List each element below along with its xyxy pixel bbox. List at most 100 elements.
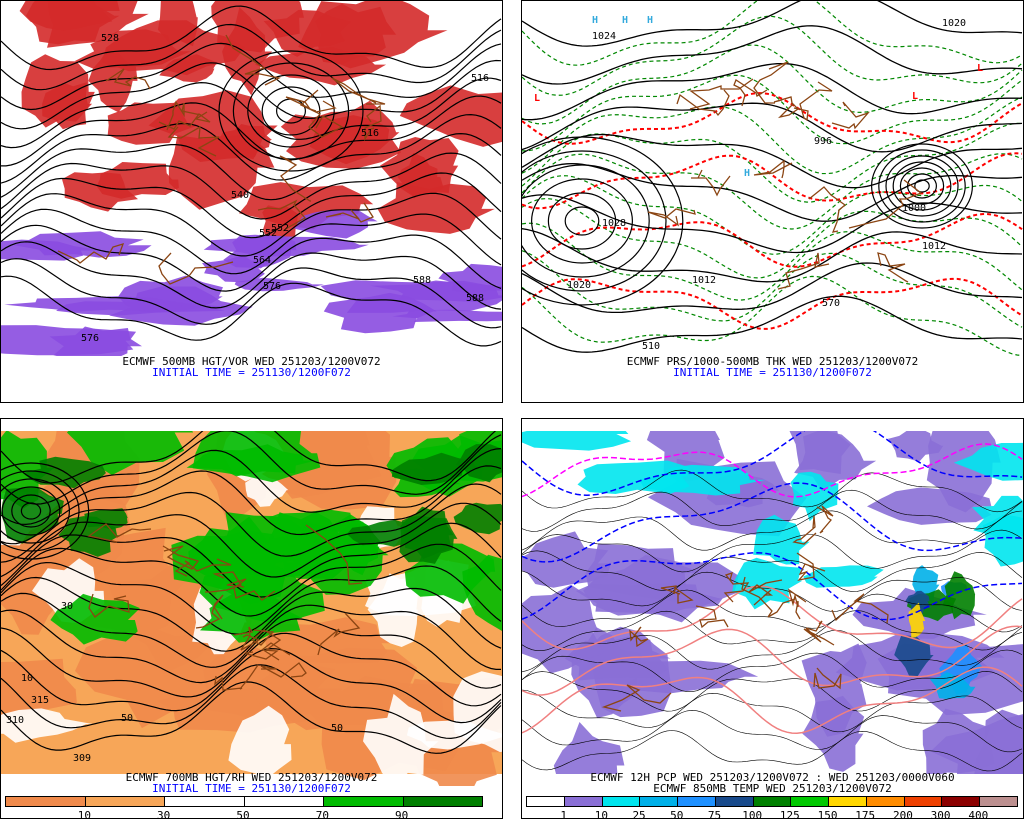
low-pressure-isobar [878,149,966,223]
height-contour [1,172,502,239]
isobar [522,102,1023,153]
height-low-contour [20,502,42,520]
contour-label: 30 [61,601,73,612]
temp-contour-cold [522,482,1023,563]
height-contour [1,627,502,707]
political-border [691,169,731,197]
contour-label: 996 [814,136,832,147]
high-pressure-center: H [647,15,653,26]
political-border [877,252,909,283]
contour-label: 510 [642,341,660,352]
political-border [214,664,259,691]
positive-vorticity-area [47,1,149,48]
colorbar-swatch [678,797,716,806]
isobar [522,25,1023,85]
political-border [364,104,382,142]
colorbar-tick-label: 150 [817,809,838,822]
caption-initial-time: INITIAL TIME = 251130/1200F072 [673,366,872,379]
mslp-contour [522,689,1023,733]
thickness-contour-cold [522,222,1023,301]
height-contour [1,132,502,201]
political-border [87,523,152,543]
political-border [205,571,242,593]
positive-vorticity-area [211,1,304,53]
colorbar-tick-label: 90 [395,809,409,822]
positive-vorticity-area [107,102,199,145]
colorbar-swatch [715,797,754,806]
height-contour [1,208,502,275]
colorbar-swatch [942,797,981,806]
colorbar-tick-label: 10 [77,809,91,822]
mid-rh-area [228,705,292,779]
contour-label: 552 [259,228,277,239]
political-border [260,662,307,678]
colorbar-swatch [791,797,830,806]
rh-colorbar-ticks: 10 30 50 70 90 [5,809,481,822]
thickness-contour-warm [522,277,1023,330]
political-border [158,252,234,285]
positive-vorticity-area [377,182,495,234]
high-pressure-isobar [547,192,617,250]
political-border [813,667,842,690]
political-border [647,208,696,227]
colorbar-tick-label: 100 [742,809,763,822]
low-pressure-center: L [977,63,983,74]
caption-title: ECMWF 700MB HGT/RH WED 251203/1200V072 [125,771,378,784]
colorbar-swatch [6,797,86,806]
colorbar-tick-label: 1 [560,809,567,822]
precip-area [753,514,810,565]
mid-rh-area [363,693,439,786]
contour-label: 588 [413,275,431,286]
political-border [723,571,750,603]
political-border [816,505,834,534]
colorbar-swatch [829,797,867,806]
height-contour [1,95,502,167]
negative-vorticity-area [4,296,183,312]
temp-contour-warm [522,666,1023,734]
precip-colorbar [526,796,1018,807]
isobar [522,62,1023,121]
height-low-contour [247,74,335,148]
heavy-precip-area [905,590,931,616]
political-border [317,612,361,656]
colorbar-tick-label: 50 [236,809,250,822]
map-background [522,1,1023,356]
isobar [522,1,1023,47]
political-border [695,605,729,629]
height-low-contour [1,470,80,552]
mslp-contour [522,489,1023,532]
caption-title: ECMWF PRS/1000-500MB THK WED 251203/1200… [626,355,919,368]
colorbar-swatch [980,797,1017,806]
mslp-contour [522,469,1023,513]
moist-area [462,554,502,632]
height-contour [1,431,502,505]
positive-vorticity-area [96,162,179,199]
thickness-contour-cold [522,197,1023,279]
political-border [629,626,649,648]
contour-label: 315 [31,695,49,706]
mslp-contour [522,550,1023,592]
caption-title: ECMWF 12H PCP WED 251203/1200V072 : WED … [590,771,955,784]
height-contour [1,483,502,563]
thickness-contour-cold [522,96,1023,175]
colorbar-swatch [527,797,565,806]
height-low-contour [11,494,51,528]
political-border [676,89,730,117]
height-low-contour [1,478,70,544]
political-border [753,61,789,104]
political-border [831,101,871,130]
political-border [105,68,151,90]
height-contour [1,77,502,149]
negative-vorticity-area [323,292,437,334]
precip-area [982,515,1023,567]
moist-area [50,593,140,645]
political-border [167,125,220,157]
political-border [88,593,130,618]
contour-label: 576 [81,333,99,344]
political-border [793,81,833,122]
low-pressure-isobar [871,143,974,229]
temp-contour-freezing [522,443,1023,498]
colorbar-swatch [244,797,324,806]
high-pressure-isobar [522,164,650,278]
high-pressure-isobar [564,206,600,236]
